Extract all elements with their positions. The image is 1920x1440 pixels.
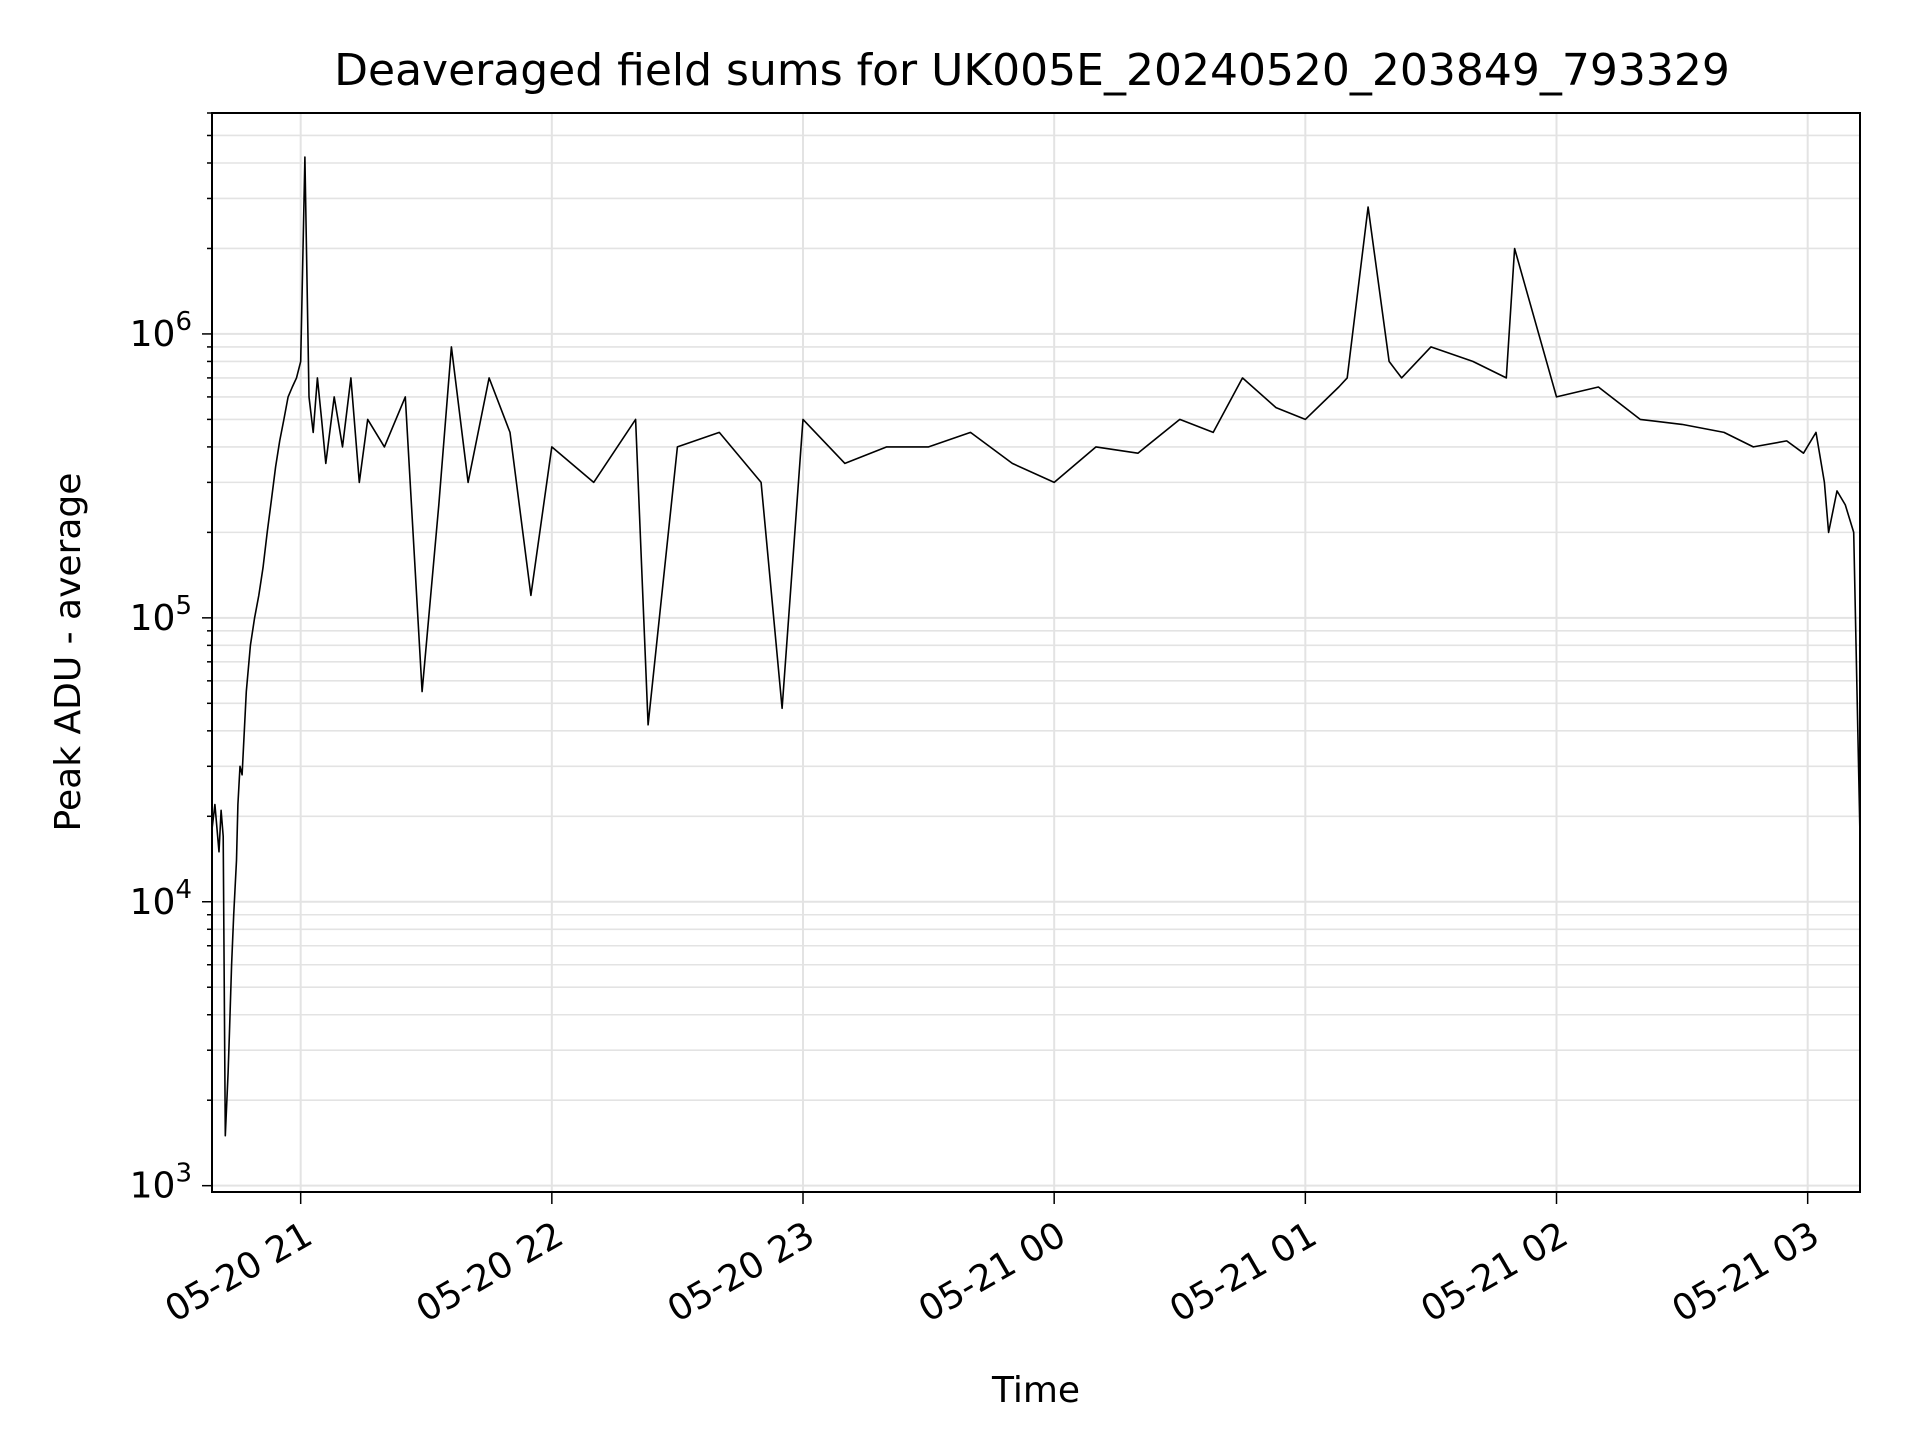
y-tick-label: 106 [130,307,192,355]
y-tick-label: 105 [130,591,192,639]
data-series-line [211,156,1861,1137]
y-tick-label: 104 [130,875,192,923]
y-axis-label: Peak ADU - average [48,473,89,832]
x-axis-label: Time [991,1370,1080,1411]
y-tick-label: 103 [130,1159,192,1207]
plot-frame [211,112,1861,1193]
chart-title: Deaveraged field sums for UK005E_2024052… [334,45,1730,96]
grid [212,112,1860,1192]
